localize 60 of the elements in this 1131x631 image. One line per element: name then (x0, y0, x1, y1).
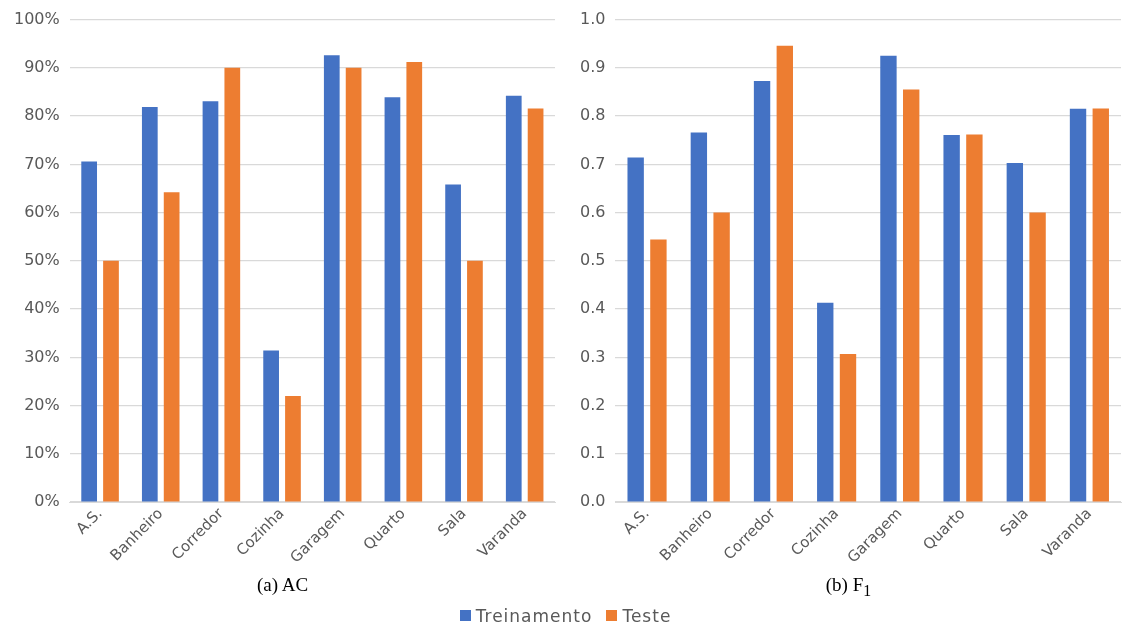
x-tick-label: A.S. (72, 504, 106, 538)
bar (384, 97, 401, 502)
bar (627, 157, 644, 502)
bar (224, 67, 241, 502)
bar (1006, 162, 1024, 502)
y-tick-label: 0.5 (579, 250, 606, 270)
bar (285, 395, 301, 502)
bar (713, 212, 730, 502)
y-tick-label: 0.9 (579, 57, 606, 77)
bar (141, 106, 158, 502)
bar (839, 353, 857, 502)
y-tick-label: 90% (24, 57, 60, 77)
y-tick-label: 30% (24, 346, 60, 366)
bar (966, 134, 983, 502)
bar (345, 67, 362, 502)
bar (903, 89, 920, 502)
y-tick-label: 1.0 (579, 8, 606, 28)
bar (505, 95, 522, 502)
y-tick-label: 0.1 (579, 443, 606, 463)
bar (103, 260, 119, 502)
y-tick-label: 20% (24, 394, 60, 414)
bar (690, 132, 708, 502)
y-tick-label: 50% (24, 250, 60, 270)
y-tick-label: 40% (24, 298, 60, 318)
y-tick-label: 0.2 (579, 394, 606, 414)
bar (880, 55, 897, 502)
text: (a) AC (256, 574, 309, 596)
bar (943, 134, 960, 502)
y-tick-label: 0% (34, 491, 60, 511)
bar (1092, 108, 1109, 502)
bar (817, 302, 834, 502)
bar (1029, 212, 1046, 502)
bar (650, 239, 667, 502)
y-tick-label: 100% (13, 8, 60, 28)
y-tick-label: 70% (24, 153, 60, 173)
x-tick-label: A.S. (619, 504, 653, 538)
bar (202, 101, 219, 502)
y-tick-label: 80% (24, 105, 60, 125)
bar (1069, 108, 1087, 502)
legend-label: Teste (622, 605, 672, 626)
bar (323, 55, 340, 502)
y-tick-label: 0.6 (579, 201, 606, 221)
bar (406, 62, 423, 502)
y-tick-label: 0.7 (579, 153, 606, 173)
bar (81, 161, 98, 502)
legend-label: Treinamento (475, 605, 593, 626)
bar (263, 350, 279, 502)
y-tick-label: 0.0 (579, 491, 606, 511)
bar (163, 192, 180, 502)
y-tick-label: 60% (24, 201, 60, 221)
bar (527, 108, 544, 502)
bar (776, 45, 793, 502)
y-tick-label: 0.4 (579, 298, 606, 318)
bar (445, 184, 461, 502)
bar (467, 260, 483, 502)
y-tick-label: 0.3 (579, 346, 606, 366)
y-tick-label: 0.8 (579, 105, 606, 125)
y-tick-label: 10% (24, 443, 60, 463)
text: (b) F$_{1}$ (825, 574, 872, 600)
bar (753, 80, 771, 502)
